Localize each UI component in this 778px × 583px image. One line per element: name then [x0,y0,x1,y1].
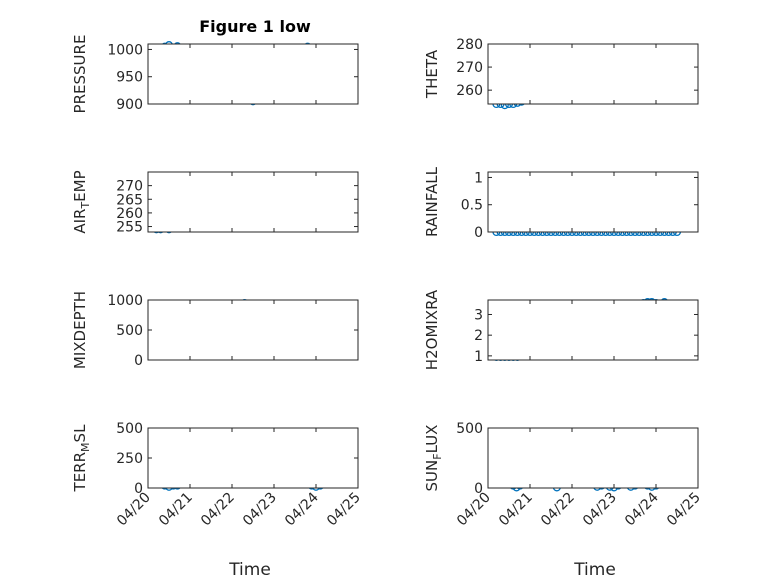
y-axis-label: THETA [423,49,441,99]
y-axis-label: AIRTEMP [71,170,92,233]
figure-title: Figure 1 low [199,17,311,36]
y-tick-label: 280 [456,37,483,53]
y-tick-label: 250 [116,451,143,467]
panel-4: 0 0.5 1 RAINFALL [423,166,699,241]
axes-frame [147,43,359,105]
y-tick-label: 1 [474,349,483,365]
y-tick-label: 270 [456,60,483,76]
x-tick-label: 04/22 [538,490,578,530]
axes-frame [147,427,359,489]
y-tick-label: 1000 [107,293,143,309]
x-tick-label: 04/21 [496,490,536,530]
y-tick-label: 950 [116,70,143,86]
y-tick-label: 0 [134,353,143,369]
y-tick-label: 0.5 [461,198,483,214]
axes-frame [147,171,359,233]
y-axis-label: H2OMIXRA [423,289,441,370]
y-tick-label: 260 [456,83,483,99]
y-tick-label: 500 [116,323,143,339]
axes-frame [487,171,699,233]
y-tick-label: 1 [474,170,483,186]
x-tick-label: 04/21 [156,490,196,530]
y-tick-label: 3 [474,307,483,323]
x-tick-label: 04/25 [664,490,704,530]
axes-frame [487,43,699,105]
y-tick-label: 255 [116,220,143,236]
y-tick-label: 265 [116,192,143,208]
axes-frame [147,299,359,361]
y-tick-label: 0 [134,481,143,497]
y-tick-label: 900 [116,97,143,113]
y-axis-label: PRESSURE [71,35,89,114]
x-tick-label: 04/24 [622,489,662,529]
panel-6: 1 2 3 H2OMIXRA [423,289,699,370]
y-tick-label: 500 [116,421,143,437]
y-tick-label: 1000 [107,42,143,58]
y-tick-label: 270 [116,179,143,195]
panel-1: 900 950 1000 PRESSURE [71,35,359,114]
y-axis-label: TERRMSL [71,424,92,493]
y-axis-label: MIXDEPTH [71,291,89,369]
y-axis-label: RAINFALL [423,166,441,237]
x-axis-label-right: Time [573,560,616,580]
y-tick-label: 2 [474,328,483,344]
x-tick-label: 04/23 [580,490,620,530]
x-tick-label: 04/22 [198,490,238,530]
y-tick-label: 500 [456,421,483,437]
x-tick-label: 04/23 [240,490,280,530]
x-tick-label: 04/25 [324,490,364,530]
panel-2: 260 270 280 THETA [423,37,699,110]
y-tick-label: 0 [474,481,483,497]
axes-frame [487,427,699,489]
y-axis-label: SUNFLUX [423,425,444,492]
y-tick-label: 0 [474,225,483,241]
panel-5: 0 500 1000 MIXDEPTH [71,291,359,369]
x-tick-label: 04/24 [282,489,322,529]
y-tick-label: 260 [116,206,143,222]
x-axis-label-left: Time [228,560,271,580]
axes-frame [487,299,699,361]
